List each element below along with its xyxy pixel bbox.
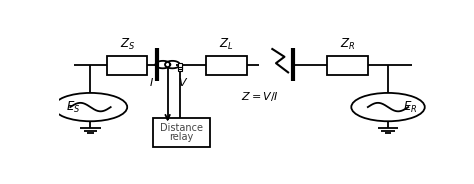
Bar: [107, 56, 147, 75]
Text: $Z_R$: $Z_R$: [340, 37, 355, 52]
Text: $Z_S$: $Z_S$: [119, 37, 135, 52]
Bar: [328, 56, 368, 75]
Text: $V$: $V$: [178, 76, 189, 88]
Bar: [153, 118, 210, 147]
Text: $Z=V/I$: $Z=V/I$: [240, 90, 278, 103]
Text: $E_R$: $E_R$: [403, 100, 417, 115]
Bar: [206, 56, 246, 75]
Text: relay: relay: [169, 132, 193, 142]
Text: $I$: $I$: [148, 76, 154, 88]
Text: $Z_L$: $Z_L$: [219, 37, 234, 52]
Text: Distance: Distance: [160, 123, 203, 133]
Text: $E_S$: $E_S$: [66, 100, 81, 115]
